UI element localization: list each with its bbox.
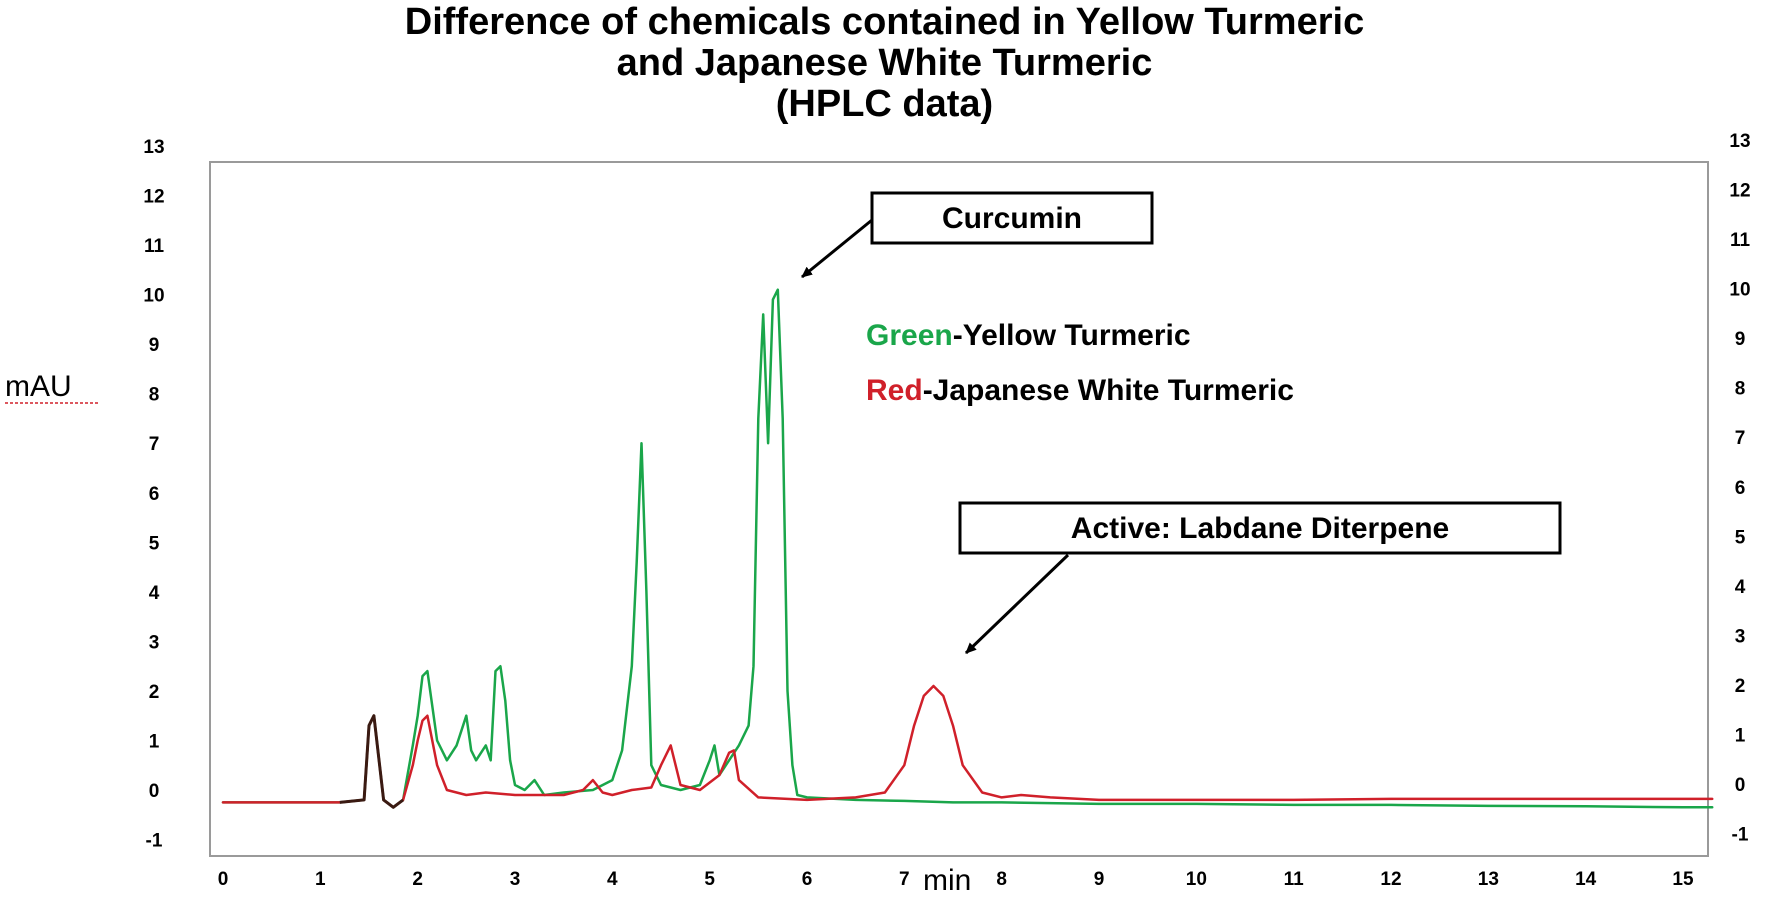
x-tick-label: 9 bbox=[1094, 869, 1105, 890]
legend-text-white-turmeric: -Japanese White Turmeric bbox=[923, 374, 1294, 407]
y-tick-label-right: 3 bbox=[1735, 626, 1746, 647]
x-tick-label: 3 bbox=[510, 869, 521, 890]
labdane-arrow bbox=[964, 553, 1070, 655]
y-tick-label-right: 9 bbox=[1735, 329, 1746, 350]
y-tick-label-right: 4 bbox=[1735, 577, 1746, 598]
legend-color-word-green: Green bbox=[866, 319, 953, 352]
y-tick-label-left: 2 bbox=[149, 682, 160, 703]
legend-entry-white-turmeric: Red-Japanese White Turmeric bbox=[866, 374, 1294, 407]
x-tick-label: 5 bbox=[704, 869, 715, 890]
y-tick-label-left: -1 bbox=[146, 831, 163, 852]
y-tick-label-left: 1 bbox=[149, 731, 160, 752]
y-axis-label: mAU bbox=[5, 370, 72, 403]
y-tick-label-left: 4 bbox=[149, 583, 160, 604]
series-line-white-turmeric bbox=[221, 684, 1714, 809]
chart-title-line-3: (HPLC data) bbox=[775, 83, 994, 125]
legend-entry-yellow-turmeric: Green-Yellow Turmeric bbox=[866, 319, 1191, 352]
y-tick-label-right: 8 bbox=[1735, 379, 1746, 400]
y-tick-label-right: 10 bbox=[1729, 280, 1750, 301]
y-tick-label-left: 7 bbox=[149, 434, 160, 455]
labdane-annotation: Active: Labdane Diterpene bbox=[958, 501, 1562, 655]
y-tick-label-right: 5 bbox=[1735, 527, 1746, 548]
x-tick-label: 10 bbox=[1186, 869, 1207, 890]
y-tick-label-right: 6 bbox=[1735, 478, 1746, 499]
x-tick-label: 14 bbox=[1575, 869, 1597, 890]
curcumin-label: Curcumin bbox=[942, 202, 1082, 235]
y-tick-label-right: 0 bbox=[1735, 775, 1746, 796]
y-tick-label-right: 12 bbox=[1729, 181, 1750, 202]
y-tick-label-right: 13 bbox=[1729, 131, 1750, 152]
curcumin-label-box bbox=[870, 191, 1154, 245]
x-axis: 0 1 2 3 4 5 6 7 8 9 10 11 12 13 14 15 bbox=[218, 869, 1694, 890]
y-tick-label-left: 5 bbox=[149, 533, 160, 554]
y-tick-label-left: 12 bbox=[143, 187, 164, 208]
plot-frame bbox=[209, 161, 1709, 857]
x-axis-label: min bbox=[923, 864, 971, 897]
x-tick-label: 6 bbox=[802, 869, 813, 890]
y-tick-label-right: 1 bbox=[1735, 725, 1746, 746]
y-tick-label-right: 11 bbox=[1730, 230, 1751, 251]
series-layer bbox=[221, 288, 1714, 809]
x-tick-label: 2 bbox=[412, 869, 423, 890]
labdane-label-box bbox=[958, 501, 1562, 555]
x-tick-label: 13 bbox=[1478, 869, 1499, 890]
x-tick-label: 15 bbox=[1672, 869, 1694, 890]
legend-text-yellow-turmeric: -Yellow Turmeric bbox=[953, 319, 1191, 352]
legend-color-word-red: Red bbox=[866, 374, 923, 407]
x-tick-label: 11 bbox=[1284, 869, 1305, 890]
chart-title-line-2: and Japanese White Turmeric bbox=[616, 42, 1153, 84]
y-tick-label-right: 2 bbox=[1735, 676, 1746, 697]
y-tick-label-left: 0 bbox=[149, 781, 160, 802]
curcumin-arrow bbox=[801, 218, 873, 279]
x-tick-label: 1 bbox=[315, 869, 326, 890]
y-tick-label-right: 7 bbox=[1735, 428, 1746, 449]
labdane-label: Active: Labdane Diterpene bbox=[1071, 512, 1449, 545]
series-overlap-segment bbox=[339, 714, 405, 809]
y-tick-label-right: -1 bbox=[1732, 825, 1749, 846]
y-tick-label-left: 11 bbox=[144, 236, 165, 257]
x-tick-label: 12 bbox=[1380, 869, 1401, 890]
y-tick-label-left: 9 bbox=[149, 335, 160, 356]
y-tick-label-left: 3 bbox=[149, 632, 160, 653]
x-tick-label: 4 bbox=[607, 869, 618, 890]
x-tick-label: 8 bbox=[996, 869, 1007, 890]
legend: Green-Yellow Turmeric Red-Japanese White… bbox=[866, 319, 1294, 407]
chart-title-line-1: Difference of chemicals contained in Yel… bbox=[404, 1, 1365, 43]
x-tick-label: 7 bbox=[899, 869, 910, 890]
y-tick-label-left: 10 bbox=[143, 286, 164, 307]
y-tick-label-left: 13 bbox=[143, 137, 164, 158]
curcumin-annotation: Curcumin bbox=[801, 191, 1154, 279]
x-tick-label: 0 bbox=[218, 869, 229, 890]
y-tick-label-left: 8 bbox=[149, 385, 160, 406]
y-tick-label-left: 6 bbox=[149, 484, 160, 505]
